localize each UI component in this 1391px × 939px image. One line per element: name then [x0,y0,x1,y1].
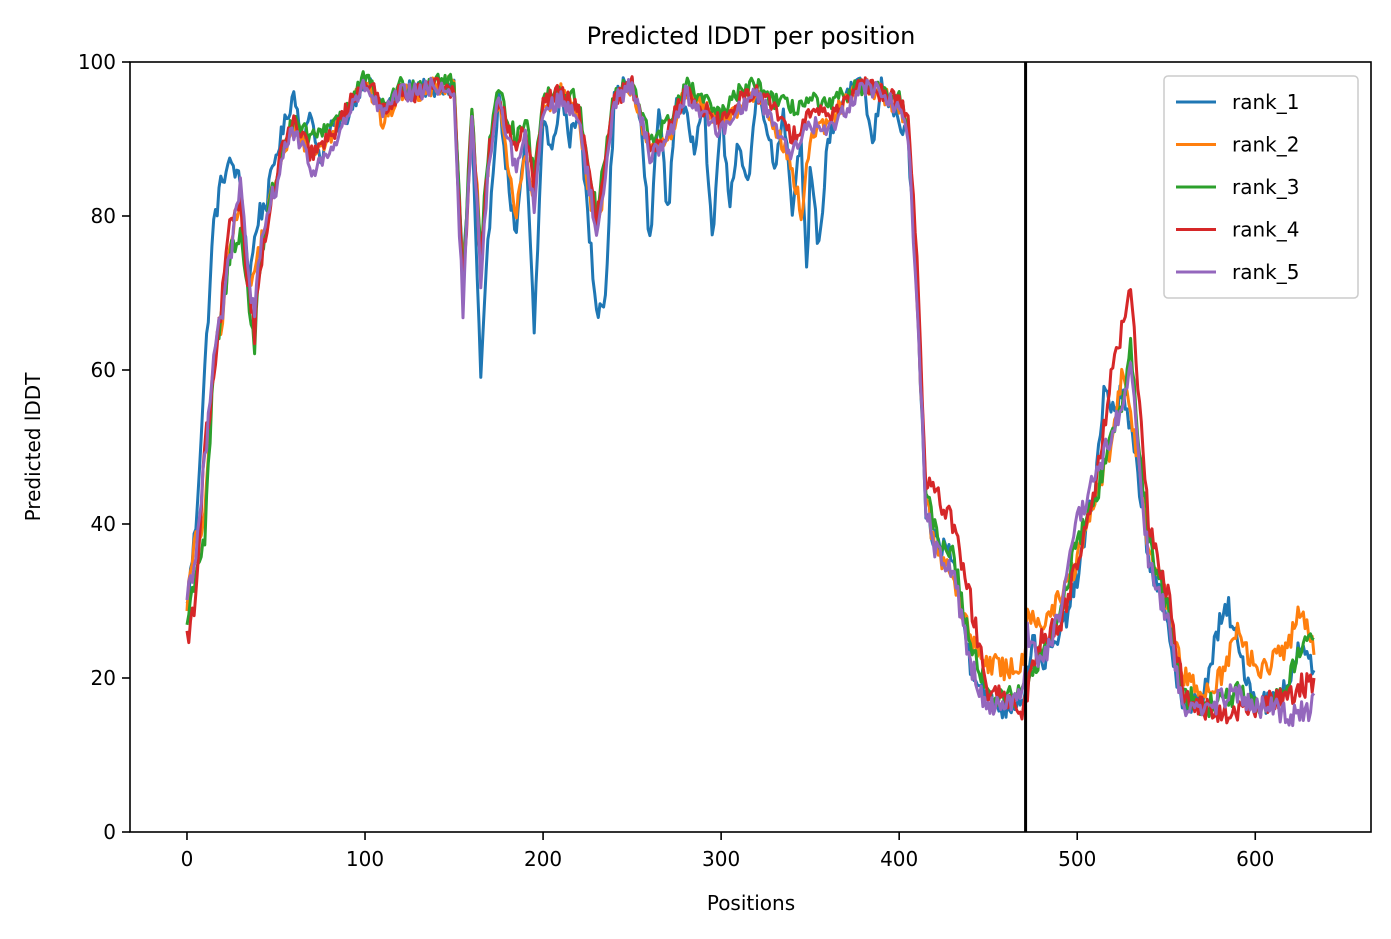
x-tick-label: 200 [524,847,562,871]
y-tick-label: 60 [91,358,116,382]
x-tick-label: 600 [1236,847,1274,871]
plot-lines [185,70,1316,728]
legend: rank_1 rank_2 rank_3 rank_4 rank_5 [1163,75,1359,299]
x-tick-label: 300 [702,847,740,871]
legend-label-rank_2: rank_2 [1232,133,1299,157]
x-tick-label: 400 [880,847,918,871]
y-axis: 0 20 40 60 80 100 [78,50,130,844]
y-tick-label: 100 [78,50,116,74]
legend-label-rank_3: rank_3 [1232,175,1299,199]
x-tick-label: 100 [346,847,384,871]
y-tick-label: 40 [91,512,116,536]
x-tick-label: 0 [181,847,194,871]
legend-label-rank_4: rank_4 [1232,218,1299,242]
x-axis: 0 100 200 300 400 500 600 [181,832,1274,871]
y-axis-label: Predicted lDDT [21,372,45,522]
legend-label-rank_1: rank_1 [1232,90,1299,114]
x-axis-label: Positions [707,891,795,915]
y-tick-label: 20 [91,666,116,690]
chart-title: Predicted lDDT per position [587,22,916,50]
y-tick-label: 80 [91,204,116,228]
y-tick-label: 0 [103,820,116,844]
plot-frame [129,61,1372,833]
series-line-rank_5 [185,76,1316,728]
legend-box [1163,75,1359,299]
series-line-rank_4 [185,75,1316,725]
x-tick-label: 500 [1058,847,1096,871]
legend-label-rank_5: rank_5 [1232,260,1299,284]
